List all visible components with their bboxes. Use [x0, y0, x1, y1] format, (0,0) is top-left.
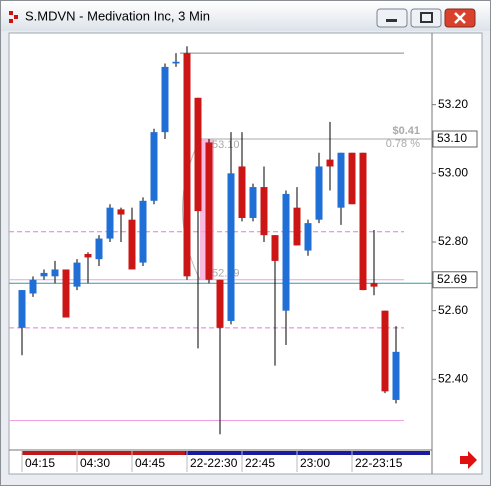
price-marker-label: 53.10: [437, 131, 467, 145]
measure-percent: 0.78 %: [386, 138, 420, 150]
candle-body: [337, 152, 345, 208]
measure-label: 52.69: [212, 268, 240, 280]
candle-body: [359, 152, 367, 291]
candle-body: [381, 310, 389, 392]
x-tick-label: 04:30: [80, 456, 110, 470]
x-tick-label: 22-22:30: [190, 456, 238, 470]
x-tick-label: 04:15: [25, 456, 55, 470]
candle-body: [117, 209, 125, 215]
candle-body: [128, 219, 136, 270]
candle-body: [18, 290, 26, 328]
candle-body: [282, 193, 290, 311]
candle-body: [205, 142, 213, 280]
measure-arc: [182, 138, 201, 280]
candle-body: [293, 207, 301, 246]
candle-body: [51, 269, 59, 277]
minimize-button[interactable]: [376, 8, 408, 28]
session-bar: [22, 451, 185, 455]
minimize-icon: [386, 19, 397, 22]
chart-area: [8, 32, 483, 475]
title-bar: [1, 1, 490, 31]
candle-body: [194, 97, 202, 212]
price-marker-box: [432, 271, 478, 289]
x-tick-label: 23:00: [300, 456, 330, 470]
candle-body: [150, 132, 158, 201]
candle-body: [271, 235, 279, 261]
candle-body: [172, 61, 180, 64]
app-icon: [9, 11, 18, 23]
candle-body: [238, 166, 246, 218]
close-icon: [454, 12, 466, 24]
session-bar: [185, 451, 430, 455]
x-tick-label: 22:45: [245, 456, 275, 470]
candle-body: [183, 53, 191, 277]
candle-body: [227, 173, 235, 321]
candle-body: [216, 279, 224, 328]
candle-body: [106, 207, 114, 239]
price-marker-label: 52.69: [437, 272, 467, 286]
candle-body: [392, 351, 400, 400]
candle-body: [260, 187, 268, 236]
candle-body: [161, 66, 169, 133]
candle-body: [304, 223, 312, 251]
candle-body: [40, 272, 48, 277]
y-tick-label: 53.00: [438, 166, 468, 180]
maximize-icon: [420, 12, 433, 23]
candle-body: [139, 200, 147, 263]
candle-body: [348, 152, 356, 205]
candle-body: [326, 159, 334, 167]
y-tick-label: 52.60: [438, 303, 468, 317]
price-marker-box: [432, 130, 478, 148]
measure-label: 53.10: [212, 139, 240, 151]
scroll-arrow[interactable]: [460, 451, 477, 469]
window-title: S.MDVN - Medivation Inc, 3 Min: [25, 8, 210, 23]
x-tick-label: 04:45: [135, 456, 165, 470]
candle-body: [315, 166, 323, 220]
x-tick-label: 22-23:15: [355, 456, 403, 470]
candle-body: [29, 279, 37, 294]
measure-change: $0.41: [392, 125, 420, 137]
y-tick-label: 52.40: [438, 372, 468, 386]
y-tick-label: 53.20: [438, 97, 468, 111]
maximize-button[interactable]: [410, 8, 442, 28]
candle-body: [95, 238, 103, 260]
candle-body: [62, 269, 70, 318]
candle-body: [370, 283, 378, 287]
candle-body: [73, 262, 81, 287]
candle-body: [84, 254, 92, 258]
candle-body: [249, 187, 257, 218]
y-tick-label: 52.80: [438, 234, 468, 248]
